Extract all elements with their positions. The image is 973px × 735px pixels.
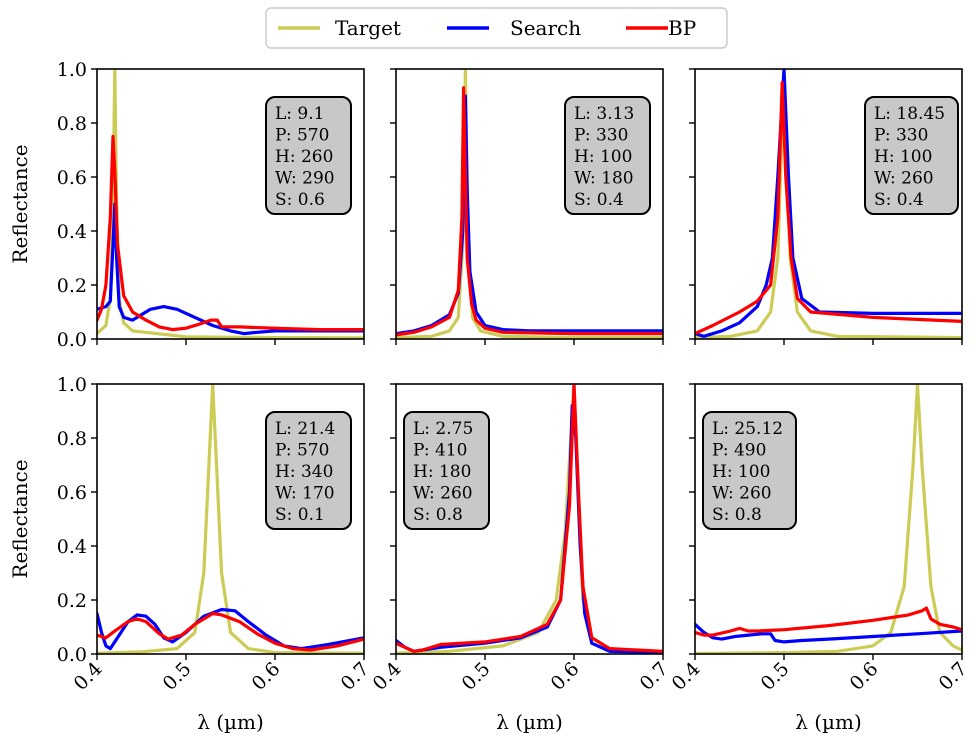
annotation-line: W: 260 [712, 484, 772, 504]
subplot-1: 0.0 0.2 0.4 0.6 0.8 1.0 Reflectance L: 9.1P: 57… [8, 59, 365, 351]
annotation-box [702, 411, 797, 530]
x-tick-label: 0.7 [636, 658, 673, 695]
annotation-line: H: 260 [275, 147, 333, 167]
annotation-line: H: 180 [413, 462, 471, 482]
series-line-search [695, 622, 962, 644]
annotation-line: P: 490 [712, 441, 766, 461]
axes-frame [96, 68, 365, 340]
y-tick-label: 0.6 [57, 482, 87, 504]
annotation-line: S: 0.4 [574, 190, 624, 210]
legend-label-target: Target [335, 16, 401, 40]
axes-frame [694, 383, 963, 655]
series-line-bp [695, 606, 962, 637]
series-group [396, 69, 663, 339]
x-axis-label: λ (µm) [496, 710, 563, 734]
y-tick-label: 0.6 [57, 167, 87, 189]
annotation-line: W: 170 [275, 484, 335, 504]
annotation-line: H: 100 [712, 462, 770, 482]
annotation-line: L: 18.45 [874, 104, 945, 124]
axes-frame [395, 68, 664, 340]
annotation-line: L: 25.12 [712, 419, 783, 439]
axes-frame [694, 68, 963, 340]
y-tick-label: 1.0 [57, 374, 87, 396]
x-tick-label: 0.4 [369, 658, 406, 695]
annotation-line: L: 3.13 [574, 104, 634, 124]
annotation-line: W: 260 [413, 484, 473, 504]
y-tick-label: 0.8 [57, 113, 87, 135]
annotation-line: L: 2.75 [413, 419, 473, 439]
series-group [97, 69, 364, 339]
x-axis-label: λ (µm) [795, 710, 862, 734]
annotation-line: W: 290 [275, 169, 335, 189]
x-tick-label: 0.6 [846, 658, 883, 695]
x-tick-label: 0.5 [458, 658, 495, 695]
y-tick-label: 0.2 [57, 275, 87, 297]
annotation-line: S: 0.4 [874, 190, 924, 210]
series-line-bp [97, 611, 364, 652]
annotation-line: P: 570 [275, 126, 329, 146]
annotation-line: W: 260 [874, 169, 934, 189]
annotation-box [265, 411, 352, 530]
y-tick-label: 0.4 [57, 221, 87, 243]
legend-label-bp: BP [668, 16, 696, 40]
annotation-line: L: 21.4 [275, 419, 335, 439]
annotation-box [864, 96, 959, 215]
annotation-line: S: 0.6 [275, 190, 325, 210]
series-line-bp [695, 80, 962, 336]
subplot-4: 0.00.20.40.60.81.00.4 0.5 0.6 0.7Reflectanc… [8, 374, 374, 734]
y-axis-label: Reflectance [8, 144, 32, 263]
annotation-line: S: 0.8 [413, 505, 463, 525]
annotation-line: P: 570 [275, 441, 329, 461]
series-group [97, 384, 364, 654]
y-tick-label: 1.0 [57, 59, 87, 81]
annotation-line: P: 410 [413, 441, 467, 461]
series-line-bp [396, 86, 663, 337]
x-axis-label: λ (µm) [197, 710, 264, 734]
annotation-line: S: 0.1 [275, 505, 325, 525]
series-group [695, 69, 962, 339]
y-tick-label: 0.2 [57, 590, 87, 612]
axes-frame [395, 383, 664, 655]
annotation-line: H: 100 [574, 147, 632, 167]
x-tick-label: 0.5 [159, 658, 196, 695]
annotation-line: L: 9.1 [275, 104, 324, 124]
y-tick-label: 0.8 [57, 428, 87, 450]
x-tick-label: 0.5 [757, 658, 794, 695]
y-axis-label: Reflectance [8, 459, 32, 578]
annotation-line: H: 100 [874, 147, 932, 167]
x-tick-label: 0.6 [248, 658, 285, 695]
annotation-line: P: 330 [574, 126, 628, 146]
annotation-box [265, 96, 352, 215]
annotation-line: H: 340 [275, 462, 333, 482]
y-tick-label: 0.0 [57, 644, 87, 666]
series-group [695, 384, 962, 654]
legend-label-search: Search [510, 16, 581, 40]
series-line-target [97, 384, 364, 654]
x-tick-label: 0.7 [337, 658, 374, 695]
annotation-line: S: 0.8 [712, 505, 762, 525]
annotation-box [564, 96, 651, 215]
legend-frame [265, 7, 728, 49]
series-group [396, 384, 663, 654]
series-line-bp [396, 384, 663, 653]
series-line-search [97, 202, 364, 336]
annotation-line: P: 330 [874, 126, 928, 146]
series-line-search [97, 607, 364, 651]
y-tick-label: 0.4 [57, 536, 87, 558]
annotation-box [403, 411, 490, 530]
series-line-bp [97, 134, 364, 332]
y-tick-label: 0.0 [57, 329, 87, 351]
x-tick-label: 0.4 [668, 658, 705, 695]
x-tick-label: 0.7 [935, 658, 972, 695]
annotation-line: W: 180 [574, 169, 634, 189]
legend: Target Search BP [265, 7, 728, 49]
axes-frame [96, 383, 365, 655]
x-tick-label: 0.6 [547, 658, 584, 695]
series-line-target [695, 69, 962, 339]
